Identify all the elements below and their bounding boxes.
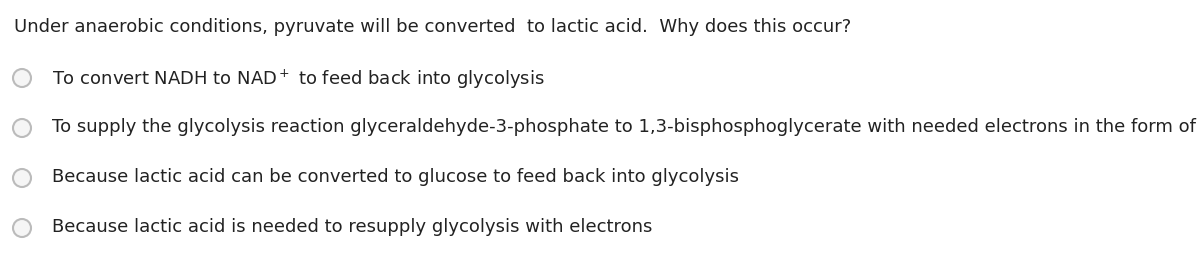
Circle shape <box>13 169 31 187</box>
Circle shape <box>13 219 31 237</box>
Text: Under anaerobic conditions, pyruvate will be converted  to lactic acid.  Why doe: Under anaerobic conditions, pyruvate wil… <box>14 18 851 36</box>
Text: Because lactic acid is needed to resupply glycolysis with electrons: Because lactic acid is needed to resuppl… <box>52 218 653 236</box>
Circle shape <box>13 69 31 87</box>
Text: Because lactic acid can be converted to glucose to feed back into glycolysis: Because lactic acid can be converted to … <box>52 168 739 186</box>
Text: To supply the glycolysis reaction glyceraldehyde-3-phosphate to 1,3-bisphosphogl: To supply the glycolysis reaction glycer… <box>52 118 1200 136</box>
Text: To convert NADH to NAD$^+$ to feed back into glycolysis: To convert NADH to NAD$^+$ to feed back … <box>52 68 545 91</box>
Circle shape <box>13 119 31 137</box>
